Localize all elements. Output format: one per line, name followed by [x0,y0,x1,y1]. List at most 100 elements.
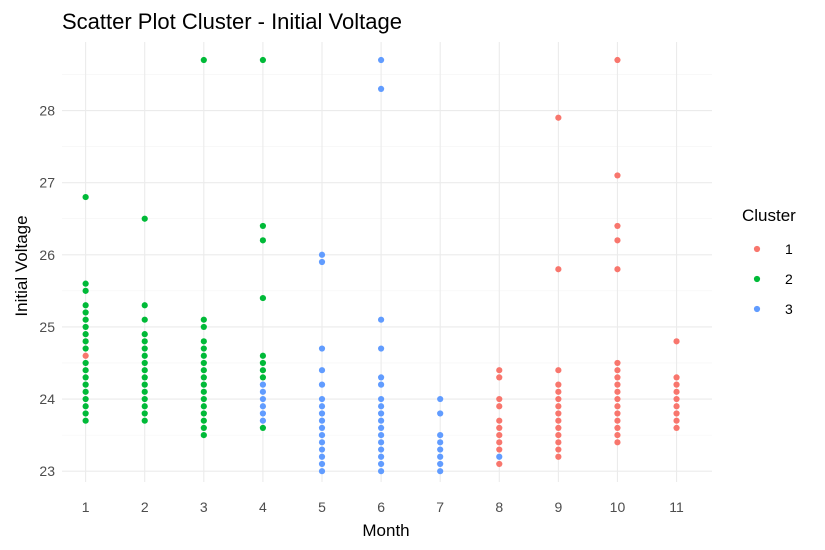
y-tick-label: 23 [39,463,55,479]
point-cluster-1 [496,446,503,453]
point-cluster-3 [318,439,326,446]
x-tick-label: 5 [318,499,326,515]
point-cluster-3 [377,395,385,403]
point-cluster-3 [437,453,444,460]
point-cluster-1 [614,367,621,374]
x-tick-label: 6 [377,499,385,515]
point-cluster-2 [82,367,89,374]
point-cluster-1 [673,381,680,388]
point-cluster-1 [673,374,680,381]
point-cluster-1 [496,395,503,403]
point-cluster-2 [200,56,207,64]
point-cluster-3 [318,381,326,388]
point-cluster-2 [259,222,267,230]
point-cluster-2 [259,367,267,374]
point-cluster-3 [318,403,326,410]
x-axis-title: Month [362,521,409,540]
point-cluster-1 [555,395,562,403]
point-cluster-3 [318,432,326,439]
point-cluster-1 [614,388,621,395]
point-cluster-2 [82,417,89,424]
point-cluster-3 [318,424,326,432]
y-tick-label: 27 [39,175,55,191]
point-cluster-2 [200,395,207,403]
point-cluster-2 [82,309,89,316]
point-cluster-3 [437,395,444,403]
point-cluster-1 [614,424,621,432]
point-cluster-2 [82,331,89,338]
point-cluster-1 [614,410,621,417]
x-tick-label: 2 [141,499,149,515]
point-cluster-2 [82,395,89,403]
point-cluster-1 [555,403,562,410]
point-cluster-3 [377,424,385,432]
point-cluster-1 [496,439,503,446]
point-cluster-2 [259,237,267,244]
point-cluster-3 [437,446,444,453]
x-tick-label: 9 [554,499,562,515]
point-cluster-2 [82,374,89,381]
point-cluster-3 [318,453,326,460]
point-cluster-2 [200,410,207,417]
point-cluster-2 [259,359,267,367]
point-cluster-2 [82,388,89,395]
y-axis-title: Initial Voltage [12,215,31,316]
point-cluster-3 [437,410,444,417]
point-cluster-1 [82,352,89,359]
chart-title: Scatter Plot Cluster - Initial Voltage [62,9,402,34]
x-tick-label: 8 [495,499,503,515]
point-cluster-3 [377,468,385,475]
y-tick-label: 26 [39,247,55,263]
point-cluster-2 [141,367,148,374]
point-cluster-1 [555,266,562,273]
point-cluster-2 [141,410,148,417]
point-cluster-3 [318,446,326,453]
point-cluster-2 [141,417,148,424]
point-cluster-3 [437,439,444,446]
point-cluster-2 [141,359,148,367]
point-cluster-1 [496,417,503,424]
point-cluster-3 [318,417,326,424]
point-cluster-2 [200,388,207,395]
point-cluster-2 [141,352,148,359]
x-tick-label: 1 [82,499,90,515]
point-cluster-3 [437,432,444,439]
point-cluster-3 [259,388,267,395]
point-cluster-1 [614,403,621,410]
legend: Cluster 1 2 3 [742,206,796,317]
point-cluster-2 [200,432,207,439]
point-cluster-3 [377,316,385,323]
point-cluster-1 [614,237,621,244]
point-cluster-1 [496,424,503,432]
point-cluster-1 [614,439,621,446]
point-cluster-2 [82,359,89,367]
point-cluster-1 [673,417,680,424]
point-cluster-2 [141,403,148,410]
point-cluster-3 [318,395,326,403]
point-cluster-2 [141,388,148,395]
point-cluster-3 [377,432,385,439]
point-cluster-3 [377,410,385,417]
y-tick-label: 24 [39,391,55,407]
point-cluster-2 [259,424,267,432]
point-cluster-1 [555,424,562,432]
x-tick-label: 3 [200,499,208,515]
point-cluster-3 [318,468,326,475]
point-cluster-3 [377,345,385,352]
point-cluster-1 [673,410,680,417]
point-cluster-1 [614,222,621,230]
legend-key-cluster-2 [753,275,761,283]
point-cluster-1 [614,56,621,64]
y-tick-label: 28 [39,103,55,119]
point-cluster-1 [555,381,562,388]
point-cluster-2 [141,302,148,309]
point-cluster-2 [82,302,89,309]
point-cluster-1 [555,446,562,453]
point-cluster-3 [377,460,385,468]
point-cluster-2 [259,352,267,359]
point-cluster-1 [673,403,680,410]
point-cluster-3 [377,403,385,410]
point-cluster-3 [437,468,444,475]
point-cluster-3 [318,258,326,266]
